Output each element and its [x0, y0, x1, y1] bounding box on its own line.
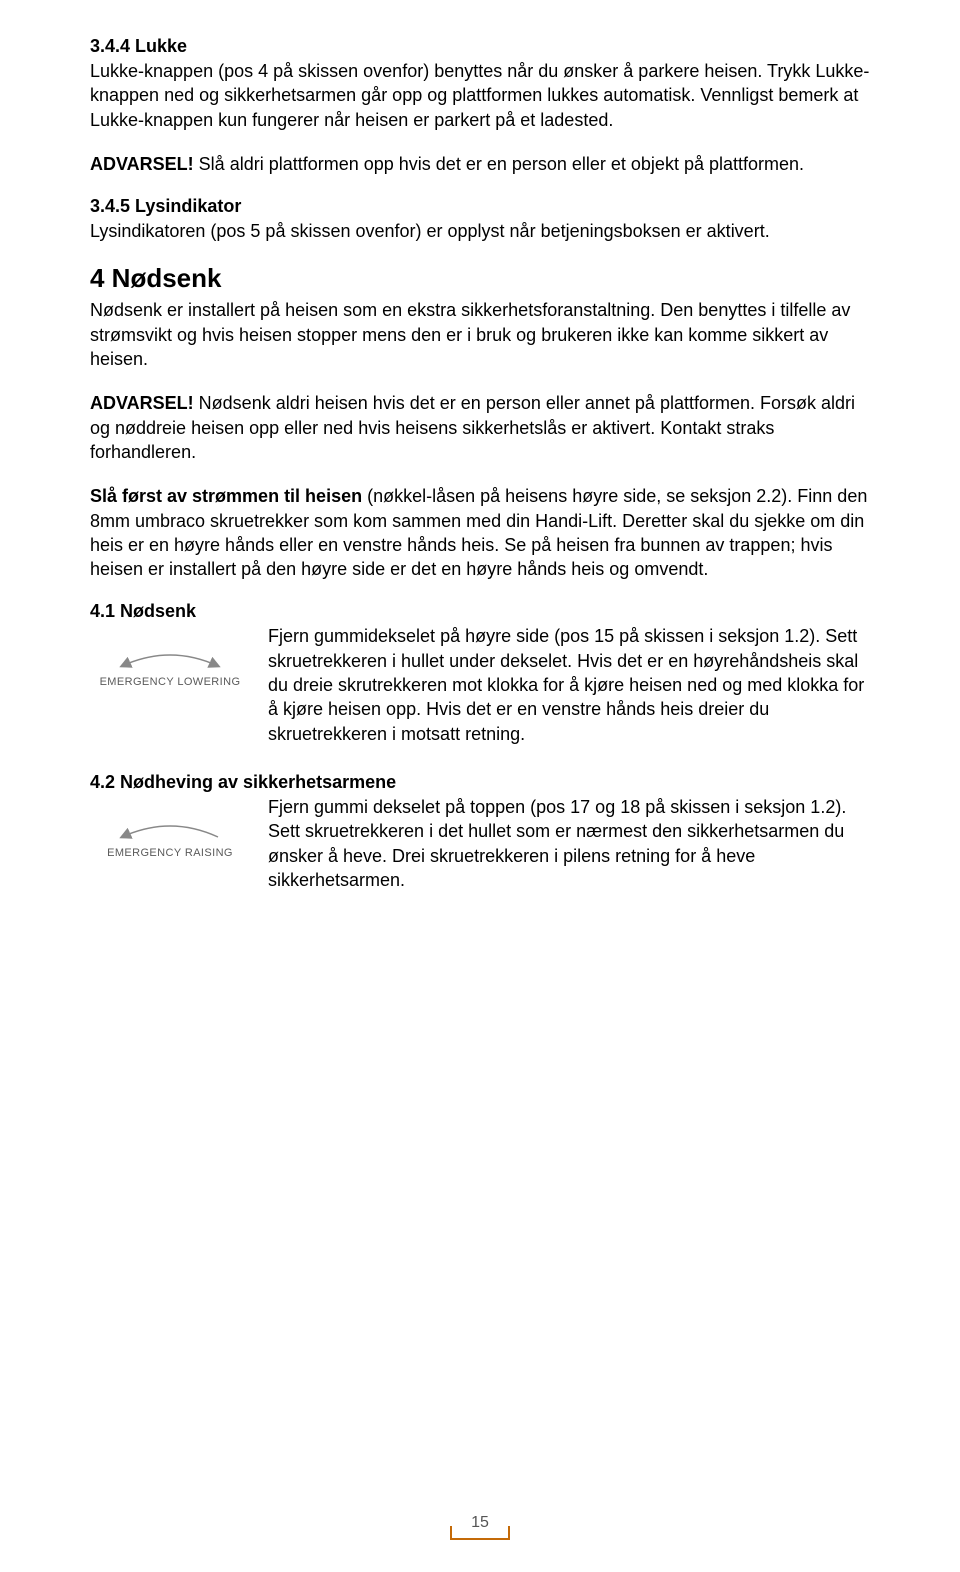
para-4: Nødsenk er installert på heisen som en e…: [90, 298, 870, 371]
power-text: Slå først av strømmen til heisen (nøkkel…: [90, 484, 870, 581]
diagram-42-wrap: EMERGENCY RAISING: [90, 795, 250, 859]
warning-1-bold: ADVARSEL!: [90, 154, 194, 174]
heading-345: 3.4.5 Lysindikator: [90, 196, 870, 217]
warning-2-text: ADVARSEL! Nødsenk aldri heisen hvis det …: [90, 391, 870, 464]
para-344: Lukke-knappen (pos 4 på skissen ovenfor)…: [90, 59, 870, 132]
heading-41: 4.1 Nødsenk: [90, 601, 870, 622]
warning-1-rest: Slå aldri plattformen opp hvis det er en…: [194, 154, 804, 174]
heading-42: 4.2 Nødheving av sikkerhetsarmene: [90, 772, 870, 793]
power-bold: Slå først av strømmen til heisen: [90, 486, 362, 506]
para-41: Fjern gummidekselet på høyre side (pos 1…: [268, 624, 870, 745]
warning-1-text: ADVARSEL! Slå aldri plattformen opp hvis…: [90, 152, 870, 176]
power-paragraph: Slå først av strømmen til heisen (nøkkel…: [90, 484, 870, 581]
section-42: 4.2 Nødheving av sikkerhetsarmene EMERGE…: [90, 772, 870, 898]
warning-1: ADVARSEL! Slå aldri plattformen opp hvis…: [90, 152, 870, 176]
heading-4: 4 Nødsenk: [90, 263, 870, 294]
emergency-raising-label: EMERGENCY RAISING: [107, 847, 233, 859]
heading-344: 3.4.4 Lukke: [90, 36, 870, 57]
emergency-lowering-icon: EMERGENCY LOWERING: [90, 648, 250, 688]
section-344: 3.4.4 Lukke Lukke-knappen (pos 4 på skis…: [90, 36, 870, 132]
warning-2-bold: ADVARSEL!: [90, 393, 194, 413]
emergency-raising-icon: EMERGENCY RAISING: [90, 819, 250, 859]
page-bracket-icon: [450, 1526, 510, 1540]
para-42: Fjern gummi dekselet på toppen (pos 17 o…: [268, 795, 870, 892]
emergency-lowering-label: EMERGENCY LOWERING: [100, 676, 241, 688]
para-345: Lysindikatoren (pos 5 på skissen ovenfor…: [90, 219, 870, 243]
section-4: 4 Nødsenk Nødsenk er installert på heise…: [90, 263, 870, 371]
warning-2-rest: Nødsenk aldri heisen hvis det er en pers…: [90, 393, 855, 462]
section-41: 4.1 Nødsenk EMERGENCY LOWERING: [90, 601, 870, 751]
warning-2: ADVARSEL! Nødsenk aldri heisen hvis det …: [90, 391, 870, 464]
diagram-41-wrap: EMERGENCY LOWERING: [90, 624, 250, 688]
section-345: 3.4.5 Lysindikator Lysindikatoren (pos 5…: [90, 196, 870, 243]
page-number-wrap: 15: [450, 1516, 510, 1548]
